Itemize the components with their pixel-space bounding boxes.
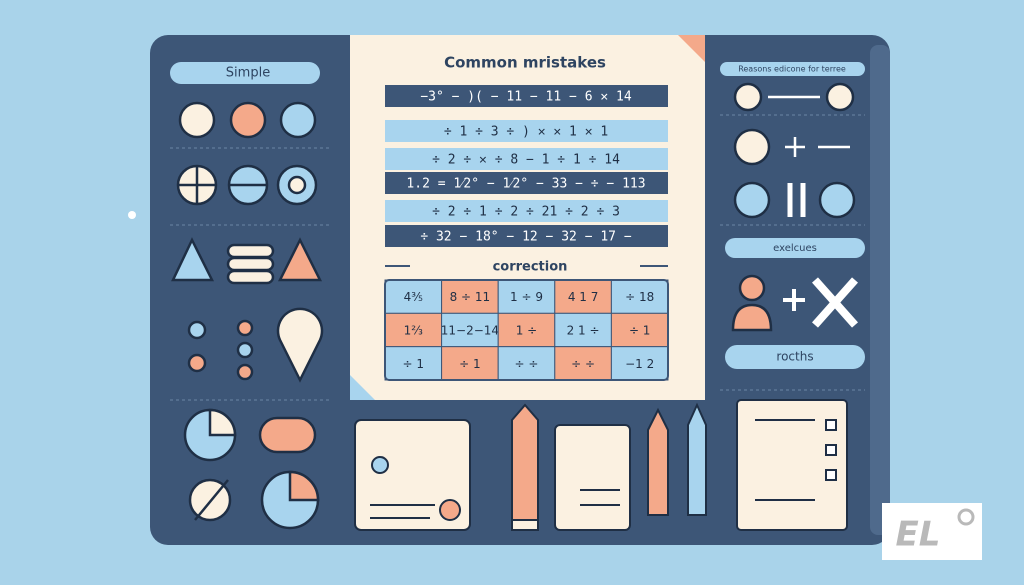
row-text: ÷ 2 ÷ ✕ ÷ 8 − 1 ÷ 1 ÷ 14: [432, 153, 620, 168]
dividers: [170, 114, 865, 401]
shapes: [171, 101, 324, 530]
grid-cell: [441, 279, 499, 314]
right-shapes: [731, 82, 858, 332]
row-text: 1.2 = 1⁄2° − 1⁄2° − 33 − ÷ − 113: [406, 177, 645, 192]
header-pill: [720, 62, 865, 76]
grid-text: ÷ ÷: [515, 357, 539, 371]
left-label: Simple: [226, 66, 270, 81]
grid-cell: [497, 346, 556, 381]
grid-text: ÷ 1: [459, 357, 481, 371]
row-text: ÷ 1 ÷ 3 ÷ ) ✕ ✕ 1 ✕ 1: [444, 125, 608, 140]
row-bar: [385, 85, 668, 107]
row-bar: [385, 120, 668, 142]
grid-frame: [384, 279, 669, 381]
grid-cell: [610, 312, 669, 348]
correction-grid: 4⅗ 8 ÷ 11 1 ÷ 9 4 1 7 ÷ 18 1⅔ 11−2−14 1 ÷ 2 1 ÷ ÷…: [384, 279, 669, 381]
grid-text: ÷ 1: [403, 357, 425, 371]
grid-text: 11−2−14: [441, 324, 499, 338]
grid-text: 4 1 7: [568, 290, 599, 304]
camera: [128, 211, 136, 219]
exercises-label: exelcues: [773, 243, 817, 254]
row-text: ÷ 2 ÷ 1 ÷ 2 ÷ 21 ÷ 2 ÷ 3: [432, 205, 620, 220]
row-text: −3° − )( − 11 − 11 − 6 ✕ 14: [420, 90, 631, 105]
row-bar: [385, 200, 668, 222]
grid-cell: [554, 312, 612, 348]
tablet-edge: [870, 45, 890, 535]
row-text: ÷ 32 − 18° − 12 − 32 − 17 −: [420, 230, 631, 245]
grid-text: 2 1 ÷: [567, 324, 600, 338]
exercise-pill: [725, 238, 865, 258]
grid-text: ÷ 18: [625, 290, 654, 304]
bottom-items: [354, 399, 848, 531]
roots-pill: [725, 345, 865, 369]
grid-text: 4⅗: [404, 290, 424, 304]
grid-text: −1 2: [625, 357, 654, 371]
paper-title: Common mristakes: [444, 54, 606, 72]
correction-label: correction: [493, 260, 568, 275]
grid-cell: [554, 279, 612, 314]
roots-label: rocths: [776, 350, 813, 364]
grid-cell: [384, 346, 443, 381]
row-bar: [385, 148, 668, 170]
logo: EL: [896, 515, 941, 555]
row-bar: [385, 225, 668, 247]
logo-box: [882, 503, 982, 560]
grid-text: ÷ 1: [629, 324, 651, 338]
grid-text: 8 ÷ 11: [450, 290, 491, 304]
grid-text: 1 ÷ 9: [510, 290, 543, 304]
logo-dot: [957, 508, 975, 526]
right-header: Reasons edicone for terree: [738, 65, 846, 74]
grid-cell: [610, 279, 669, 314]
grid-cell: [441, 312, 499, 348]
grid-cell: [497, 279, 556, 314]
grid-text: 1 ÷: [516, 324, 538, 338]
corner: [678, 35, 705, 62]
label-pill: [170, 62, 320, 84]
grid-text: 1⅔: [404, 324, 424, 338]
grid-text: ÷ ÷: [571, 357, 595, 371]
mistake-rows: −3° − )( − 11 − 11 − 6 ✕ 14 ÷ 1 ÷ 3 ÷ ) ✕…: [385, 85, 668, 247]
corner: [350, 375, 375, 400]
row-bar: [385, 172, 668, 194]
